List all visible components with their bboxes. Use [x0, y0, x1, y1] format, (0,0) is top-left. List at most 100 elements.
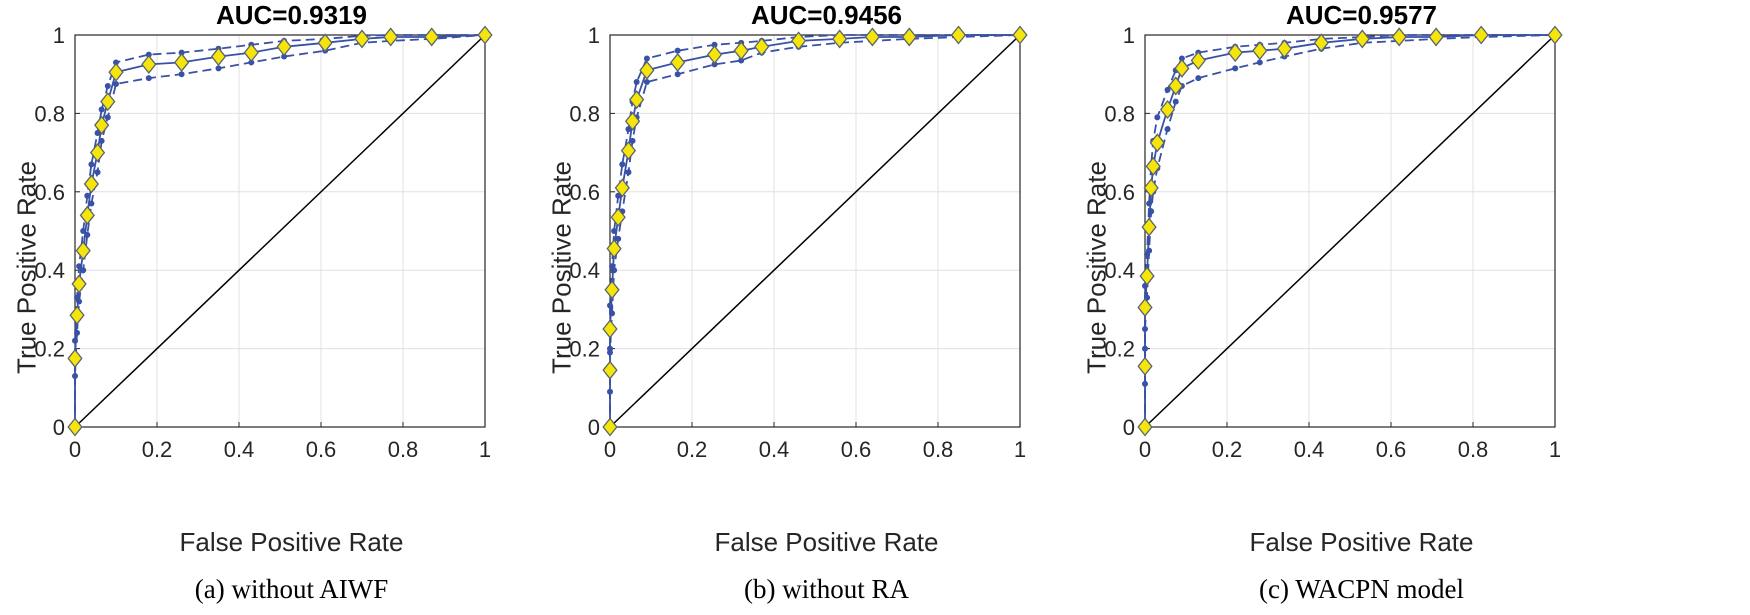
roc-diamond-marker	[831, 29, 848, 49]
plot-frame	[74, 34, 486, 428]
roc-chart-c: 0 0.2 0.4 0.6 0.8 1 0 0.2 0.4 0.6 0.8 1	[1104, 23, 1563, 462]
roc-diamond-marker	[733, 41, 749, 61]
roc-diamond-marker	[1354, 29, 1370, 49]
roc-diamond-marker	[1141, 217, 1157, 237]
roc-diamond-marker	[276, 37, 292, 57]
x-tick-label: 0.6	[306, 437, 337, 462]
roc-diamond-marker	[94, 115, 110, 135]
roc-chart-a: 0 0.2 0.4 0.6 0.8 1 0 0.2 0.4 0.6 0.8 1	[34, 23, 493, 462]
roc-diamond-marker	[790, 31, 807, 51]
roc-bound-line	[1144, 34, 1555, 427]
roc-diamond-marker	[67, 348, 83, 368]
roc-diamond-marker	[83, 174, 100, 194]
roc-diamond-marker	[864, 27, 881, 47]
y-tick-label: 0.8	[34, 101, 65, 126]
roc-diamond-marker	[100, 92, 116, 112]
x-tick-label: 0.8	[1458, 437, 1489, 462]
roc-diamond-marker	[602, 319, 618, 339]
roc-diamond-marker	[1190, 50, 1206, 71]
bound-point	[625, 126, 632, 133]
x-tick-label: 0.2	[142, 437, 173, 462]
y-tick-label: 0.2	[1104, 337, 1135, 362]
bound-point	[674, 71, 681, 78]
x-tick-label: 0	[69, 437, 81, 462]
bound-point	[1154, 114, 1161, 121]
bound-point	[94, 130, 101, 136]
roc-diamond-marker	[1137, 356, 1153, 376]
roc-diamond-marker	[670, 52, 686, 72]
roc-diamond-marker	[1143, 178, 1159, 198]
roc-panel-c: 0 0.2 0.4 0.6 0.8 1 0 0.2 0.4 0.6 0.8 1 AUC=0.9577 …	[1070, 0, 1653, 615]
y-axis-label: True Positive Rate	[546, 161, 577, 374]
x-tick-label: 0	[604, 437, 616, 462]
roc-diamond-marker	[620, 141, 637, 161]
roc-diamond-marker	[1145, 156, 1161, 176]
y-tick-label: 0.6	[1104, 180, 1135, 205]
y-axis-label: True Positive Rate	[1081, 161, 1112, 374]
x-tick-label: 0.2	[1212, 437, 1243, 462]
bound-point	[711, 41, 718, 48]
y-tick-label: 1	[1123, 23, 1135, 48]
roc-diamond-marker	[354, 29, 370, 49]
roc-diamond-marker	[602, 360, 618, 380]
bound-point	[1146, 247, 1153, 254]
roc-diamond-marker	[1149, 133, 1165, 153]
y-tick-label: 0.4	[1104, 258, 1135, 283]
roc-diamond-marker	[1168, 76, 1184, 96]
roc-diamond-marker	[629, 90, 645, 110]
roc-diamond-marker	[1473, 25, 1489, 45]
bound-point	[281, 53, 288, 60]
bound-point	[615, 192, 622, 199]
x-tick-label: 0.8	[388, 437, 419, 462]
x-tick-label: 0.4	[1294, 437, 1325, 462]
bound-point	[94, 169, 101, 176]
x-tick-label: 0.4	[759, 437, 790, 462]
x-tick-label: 0.6	[1376, 437, 1407, 462]
chart-title: AUC=0.9577	[1285, 0, 1438, 30]
x-axis-label: False Positive Rate	[1249, 527, 1474, 557]
y-tick-label: 0.8	[569, 101, 600, 126]
y-tick-label: 1	[53, 23, 65, 48]
roc-diamond-marker	[610, 207, 626, 227]
roc-diamond-marker	[624, 111, 641, 131]
roc-diamond-marker	[79, 205, 95, 225]
bound-point	[1172, 98, 1179, 105]
roc-diamond-marker	[424, 27, 440, 47]
y-tick-label: 0.2	[34, 337, 65, 362]
x-tick-label: 0.8	[923, 437, 954, 462]
bound-point	[615, 235, 622, 242]
y-tick-label: 0.2	[569, 337, 600, 362]
roc-diamond-marker	[1137, 417, 1153, 437]
roc-diamond-marker	[141, 54, 157, 74]
y-tick-label: 0	[1123, 415, 1135, 440]
bound-point	[1232, 65, 1239, 72]
roc-diamond-marker	[950, 25, 967, 45]
roc-diamond-marker	[243, 43, 259, 63]
roc-diamond-marker	[317, 33, 333, 53]
x-tick-label: 0.6	[841, 437, 872, 462]
panel-caption: (b) without RA	[744, 574, 909, 604]
bound-point	[113, 81, 119, 87]
bound-point	[104, 114, 111, 121]
roc-diamond-marker	[75, 241, 91, 261]
roc-panel-a: 0 0.2 0.4 0.6 0.8 1 0 0.2 0.4 0.6 0.8 1 AUC=0.9319 …	[0, 0, 583, 615]
roc-diamond-marker	[614, 178, 630, 198]
roc-diamond-marker	[1139, 266, 1155, 286]
bound-point	[113, 59, 119, 66]
roc-diamond-marker	[210, 47, 227, 67]
roc-diamond-marker	[383, 27, 399, 47]
bound-point	[625, 169, 632, 176]
roc-diamond-marker	[1391, 27, 1407, 47]
roc-diamond-marker	[901, 27, 917, 47]
x-tick-label: 1	[1549, 437, 1561, 462]
y-tick-label: 0	[53, 415, 65, 440]
bound-point	[145, 75, 152, 82]
x-tick-label: 0	[1139, 437, 1151, 462]
roc-diamond-marker	[754, 37, 770, 57]
bound-point	[145, 51, 152, 58]
roc-diamond-marker	[89, 143, 106, 163]
y-tick-label: 0.4	[569, 258, 600, 283]
bound-point	[1164, 126, 1171, 133]
roc-diamond-marker	[1012, 25, 1028, 45]
roc-diamond-marker	[1313, 33, 1329, 53]
